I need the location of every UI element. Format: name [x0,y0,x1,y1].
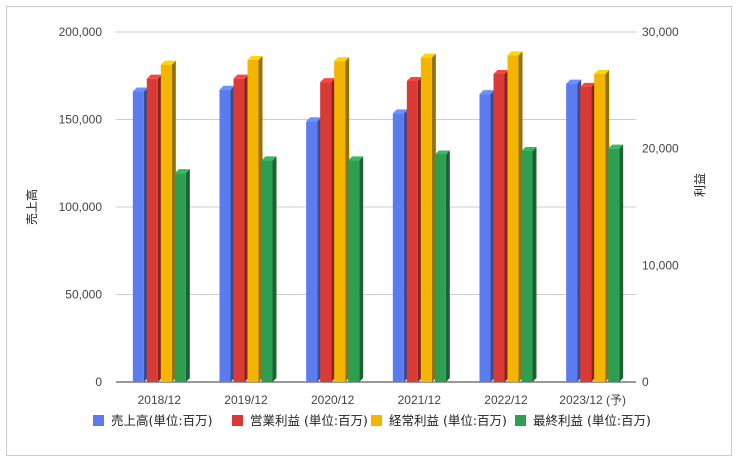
bar [348,160,360,382]
x-tick-label: 2019/12 [224,393,268,407]
y2-tick-label: 10,000 [642,258,679,272]
bar [594,74,606,382]
bar-side [359,156,364,382]
y-tick-label: 200,000 [59,25,103,39]
y-tick-label: 50,000 [65,288,102,302]
bar-top [174,169,190,174]
bar-top [434,150,450,155]
bar [160,64,172,382]
legend-swatch [93,415,104,426]
bar-top [406,77,422,81]
legend-swatch [515,415,526,426]
legend-label: 経常利益 (単位:百万) [389,413,507,428]
bar-top [132,87,148,92]
bar [146,78,158,383]
bar-top [247,56,263,60]
bar-top [233,74,249,79]
bar [566,83,578,382]
bar-top [479,90,495,95]
x-tick-label: 2021/12 [398,393,442,407]
bar [580,86,592,382]
bar [406,81,418,382]
bar-top [392,109,408,114]
bar [320,82,332,383]
y2-tick-label: 0 [642,375,649,389]
bar-top [320,78,336,83]
bar [247,60,259,382]
y2-tick-label: 30,000 [642,25,679,39]
legend-label: 営業利益 (単位:百万) [250,413,368,428]
x-tick-label: 2023/12 (予) [559,393,626,407]
y-tick-label: 0 [95,375,102,389]
bar-top [521,147,537,151]
bar [334,61,346,383]
bar-top [493,70,509,74]
bar [261,160,273,382]
bar-top [507,51,523,56]
y-tick-label: 100,000 [59,200,103,214]
gridlines [116,31,636,383]
y2-tick-label: 20,000 [642,142,679,156]
bar-top [608,144,624,149]
bar-top [580,82,596,87]
y-tick-label: 150,000 [59,113,103,127]
bar [233,78,245,383]
bar [132,91,144,382]
bar-top [420,53,436,58]
bar-top [594,70,610,74]
bar-top [306,117,322,122]
bars [132,51,624,383]
x-tick-label: 2018/12 [138,393,182,407]
legend: 売上高(単位:百万) 営業利益 (単位:百万) 経常利益 (単位:百万) 最終利益 (… [93,413,651,428]
y-axis-title: 売上高 [24,189,39,225]
y2-axis-title: 利益 [693,173,707,197]
left-axis-ticks: 0 50,000 100,000 150,000 200,000 [59,25,103,389]
bar-top [566,79,582,84]
bar [434,154,446,382]
bar-side [272,156,277,382]
chart-frame: 0 50,000 100,000 150,000 200,000 0 10,000 20,0… [6,6,732,456]
legend-label: 最終利益 (単位:百万) [533,413,651,428]
right-axis-ticks: 0 10,000 20,000 30,000 [642,25,679,389]
bar [493,74,505,382]
bar [521,151,533,382]
bar [174,173,186,382]
bar [420,57,432,383]
bar-side [532,147,537,382]
legend-swatch [232,415,243,426]
bar-top [146,74,162,79]
x-axis-ticks: 2018/12 2019/12 2020/12 2021/12 2022/12 2023/… [138,393,626,407]
bar-side [445,150,450,382]
bar [306,121,318,382]
bar-top [348,156,364,161]
bar-top [334,57,350,62]
legend-label: 売上高(単位:百万) [111,413,212,428]
bar [479,94,491,382]
bar-top [219,85,235,90]
bar-side [619,144,624,382]
bar-side [185,169,190,382]
legend-swatch [371,415,382,426]
bar [392,113,404,382]
bar-top [261,156,277,161]
bar-top [160,60,176,65]
bar-chart: 0 50,000 100,000 150,000 200,000 0 10,000 20,0… [24,25,707,428]
x-tick-label: 2022/12 [484,393,528,407]
bar [219,89,231,382]
bar [507,55,519,382]
x-tick-label: 2020/12 [311,393,355,407]
bar [608,148,620,382]
